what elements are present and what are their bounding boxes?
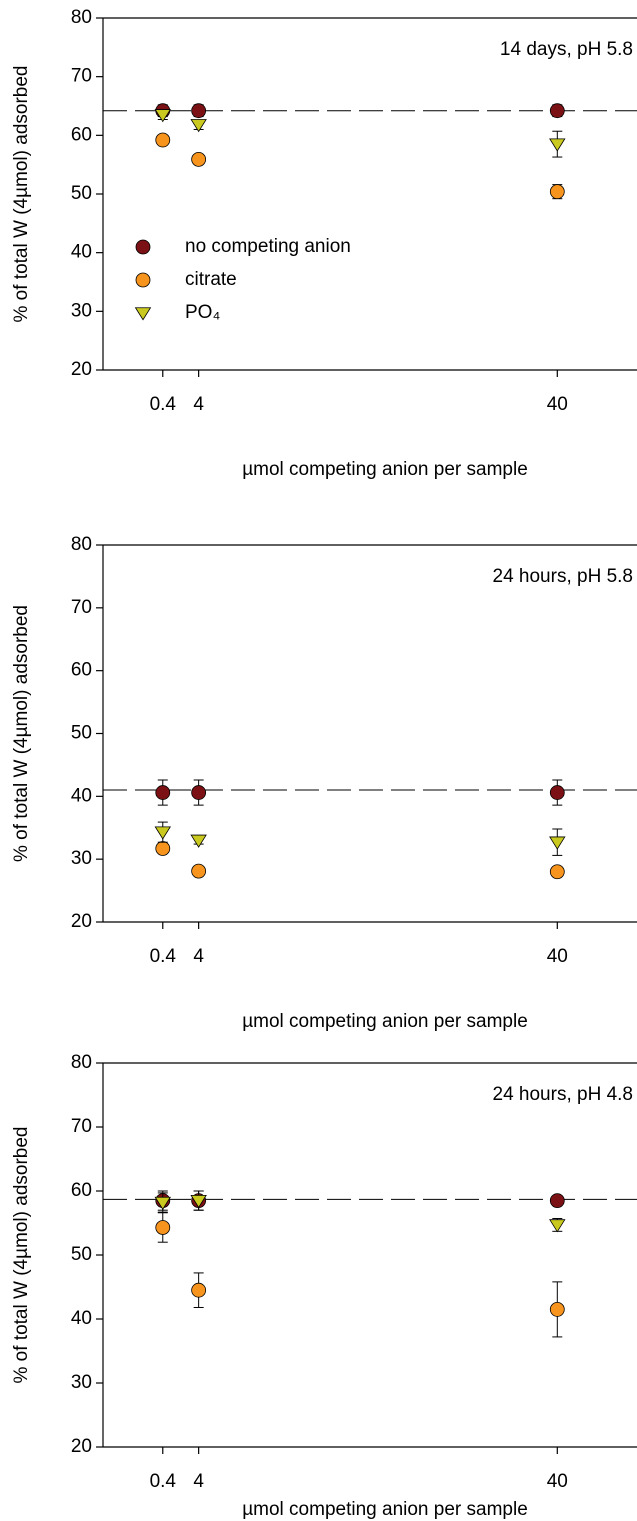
legend-label: no competing anion (185, 236, 351, 257)
y-tick-label: 30 (71, 300, 92, 321)
y-tick-label: 20 (71, 1436, 92, 1457)
legend-label: citrate (185, 269, 237, 290)
annotation: 24 hours, pH 5.8 (493, 566, 633, 587)
x-axis-label: µmol competing anion per sample (242, 459, 528, 480)
x-tick-label: 0.4 (150, 1471, 177, 1492)
y-tick-label: 40 (71, 242, 92, 263)
data-point (190, 834, 207, 848)
data-point (549, 1302, 565, 1317)
legend-marker (135, 239, 151, 255)
y-tick-label: 80 (71, 1052, 92, 1073)
y-tick-label: 80 (71, 534, 92, 555)
data-point (549, 1219, 566, 1233)
data-point (154, 826, 171, 840)
data-point (549, 864, 565, 880)
x-tick-label: 0.4 (150, 394, 177, 415)
data-point (190, 119, 207, 133)
panel: 20 30 40 50 60 70 80 0.4 4 40 % of total W (4µmol)… (11, 534, 637, 1032)
data-point (154, 109, 171, 123)
legend-marker (135, 272, 151, 288)
y-tick-label: 30 (71, 848, 92, 869)
x-tick-label: 4 (193, 394, 204, 415)
x-tick-label: 40 (547, 1471, 568, 1492)
y-tick-label: 70 (71, 1116, 92, 1137)
y-tick-label: 70 (71, 66, 92, 87)
data-point (190, 1194, 207, 1209)
y-tick-label: 40 (71, 1308, 92, 1329)
panel: 20 30 40 50 60 70 80 0.4 4 40 % of total W (4µmol)… (11, 7, 637, 480)
x-axis-label: µmol competing anion per sample (242, 1499, 528, 1520)
annotation: 24 hours, pH 4.8 (493, 1084, 633, 1105)
y-tick-label: 60 (71, 124, 92, 145)
x-axis-label: µmol competing anion per sample (242, 1011, 528, 1032)
y-tick-label: 80 (71, 7, 92, 28)
data-point (549, 184, 565, 200)
data-point (155, 785, 171, 800)
y-axis-label: % of total W (4µmol) adsorbed (11, 605, 32, 862)
y-axis-label: % of total W (4µmol) adsorbed (11, 66, 32, 323)
data-point (549, 836, 566, 850)
data-point (191, 103, 207, 119)
data-point (191, 151, 207, 167)
y-tick-label: 50 (71, 183, 92, 204)
x-tick-label: 40 (547, 394, 568, 415)
x-tick-label: 4 (193, 1471, 204, 1492)
x-tick-label: 40 (547, 946, 568, 967)
y-tick-label: 60 (71, 1180, 92, 1201)
y-axis-label: % of total W (4µmol) adsorbed (11, 1127, 32, 1384)
data-point (191, 1282, 207, 1298)
y-tick-label: 50 (71, 723, 92, 744)
x-tick-label: 0.4 (150, 946, 177, 967)
x-tick-label: 4 (193, 946, 204, 967)
data-point (155, 132, 171, 148)
data-point (549, 103, 565, 119)
legend-label: PO₄ (185, 302, 220, 323)
data-point (549, 785, 565, 800)
data-point (154, 1196, 171, 1211)
y-tick-label: 30 (71, 1372, 92, 1393)
y-tick-label: 70 (71, 597, 92, 618)
panel: 20 30 40 50 60 70 80 0.4 4 40 % of total W (4µmol)… (11, 1052, 637, 1520)
y-tick-label: 60 (71, 660, 92, 681)
data-point (549, 1193, 565, 1208)
data-point (191, 785, 207, 800)
data-point (155, 1220, 171, 1235)
data-point (191, 863, 207, 879)
data-point (549, 138, 566, 152)
y-tick-label: 40 (71, 785, 92, 806)
data-point (155, 841, 171, 856)
y-tick-label: 20 (71, 911, 92, 932)
y-tick-label: 20 (71, 359, 92, 380)
y-tick-label: 50 (71, 1244, 92, 1265)
legend-marker (134, 307, 152, 321)
annotation: 14 days, pH 5.8 (500, 39, 633, 60)
